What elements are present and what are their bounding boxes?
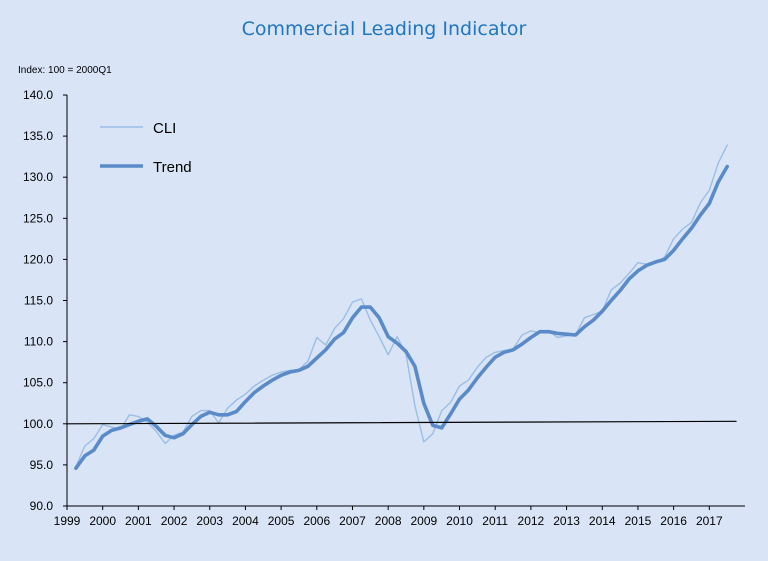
y-tick-label: 130.0	[23, 170, 53, 184]
x-tick-label: 2013	[553, 514, 580, 528]
chart-title: Commercial Leading Indicator	[241, 18, 527, 40]
x-tick-label: 2010	[446, 514, 473, 528]
x-tick-label: 2011	[482, 514, 508, 528]
baseline-series-line	[66, 420, 737, 425]
x-tick-label: 2017	[696, 514, 723, 528]
x-tick-label: 2012	[518, 514, 545, 528]
x-tick-label: 2000	[89, 514, 116, 528]
x-tick-label: 2003	[196, 514, 223, 528]
x-tick-label: 2016	[660, 514, 687, 528]
x-tick-label: 2006	[303, 514, 330, 528]
y-tick-label: 110.0	[24, 335, 53, 349]
legend-label-trend: Trend	[153, 159, 192, 176]
x-tick-label: 2015	[625, 514, 652, 528]
x-tick-label: 2005	[268, 514, 295, 528]
y-tick-label: 125.0	[23, 211, 53, 225]
y-tick-label: 95.0	[30, 458, 54, 472]
cli-series-line	[75, 144, 728, 468]
y-tick-label: 115.0	[24, 294, 53, 308]
y-tick-label: 140.0	[23, 88, 53, 102]
y-tick-label: 135.0	[23, 129, 53, 143]
x-tick-label: 2014	[589, 514, 616, 528]
y-tick-label: 100.0	[23, 417, 53, 431]
x-tick-label: 2008	[375, 514, 402, 528]
x-tick-label: 2001	[125, 514, 152, 528]
x-tick-label: 2004	[232, 514, 259, 528]
y-tick-label: 90.0	[30, 499, 54, 513]
x-tick-label: 2007	[339, 514, 366, 528]
legend-label-cli: CLI	[153, 120, 176, 137]
y-tick-label: 105.0	[23, 376, 53, 390]
x-tick-label: 2002	[161, 514, 188, 528]
y-tick-label: 120.0	[23, 252, 53, 266]
y-axis-unit-label: Index: 100 = 2000Q1	[18, 65, 112, 76]
x-tick-label: 1999	[54, 514, 81, 528]
trend-series-line	[74, 164, 730, 471]
x-tick-label: 2009	[410, 514, 437, 528]
